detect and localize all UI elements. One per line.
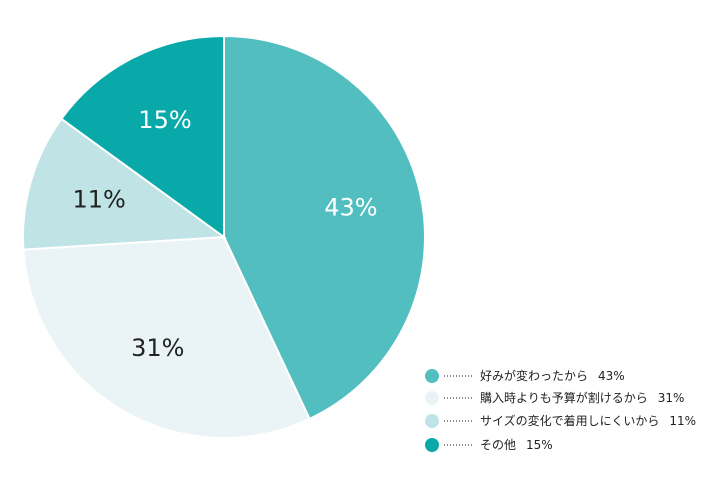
legend-label: 好みが変わったから 43% — [480, 368, 625, 383]
legend-marker — [425, 414, 439, 428]
legend-marker — [425, 438, 439, 452]
pie-slice — [59, 34, 225, 239]
legend-text: 好みが変わったから — [480, 368, 588, 383]
legend-value: 31% — [658, 391, 685, 405]
data-label: 43% — [324, 194, 377, 222]
data-label: 11% — [72, 186, 125, 214]
pie-slice — [22, 235, 311, 439]
legend-label: 購入時よりも予算が割けるから 31% — [480, 390, 684, 405]
data-label: 15% — [138, 106, 191, 134]
legend-marker — [425, 391, 439, 405]
legend-label: サイズの変化で着用しにくいから 11% — [480, 413, 696, 428]
legend-text: 購入時よりも予算が割けるから — [480, 390, 648, 405]
legend-dots — [444, 375, 472, 446]
legend-marker — [425, 369, 439, 383]
legend-value: 43% — [598, 369, 625, 383]
pie-slice — [223, 34, 426, 421]
legend-text: サイズの変化で着用しにくいから — [480, 413, 659, 428]
pie-slice — [22, 117, 227, 251]
data-label: 31% — [131, 334, 184, 362]
legend-text: その他 — [480, 438, 516, 452]
legend-value: 15% — [526, 438, 553, 452]
legend-value: 11% — [669, 414, 696, 428]
legend-label: その他 15% — [480, 438, 553, 452]
